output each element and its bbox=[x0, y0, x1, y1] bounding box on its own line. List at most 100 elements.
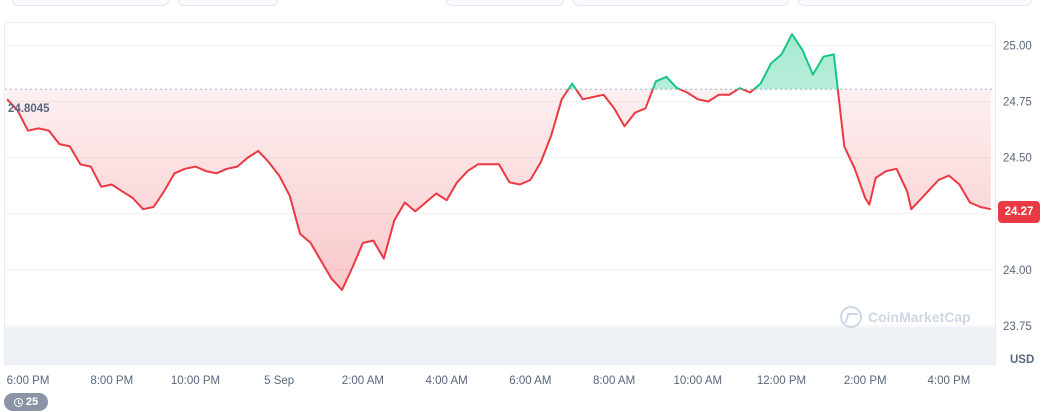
data-point bbox=[121, 191, 123, 193]
data-point bbox=[990, 208, 992, 210]
data-point bbox=[844, 146, 846, 148]
history-badge[interactable]: 25 bbox=[4, 393, 48, 411]
x-tick-label: 6:00 PM bbox=[7, 375, 50, 387]
data-point bbox=[278, 175, 280, 177]
data-point bbox=[226, 168, 228, 170]
data-point bbox=[833, 54, 835, 56]
data-point bbox=[38, 128, 40, 130]
data-point bbox=[613, 108, 615, 110]
data-point bbox=[320, 260, 322, 262]
data-point bbox=[906, 191, 908, 193]
data-point bbox=[216, 173, 218, 175]
data-point bbox=[383, 258, 385, 260]
data-point bbox=[938, 179, 940, 181]
data-point bbox=[237, 166, 239, 168]
data-point bbox=[864, 197, 866, 199]
data-point bbox=[258, 150, 260, 152]
data-point bbox=[6, 99, 8, 101]
data-point bbox=[676, 87, 678, 89]
data-point bbox=[666, 76, 668, 78]
data-point bbox=[163, 191, 165, 193]
data-point bbox=[467, 170, 469, 172]
data-point bbox=[184, 168, 186, 170]
area-fill bbox=[7, 34, 991, 290]
data-point bbox=[373, 240, 375, 242]
data-point bbox=[655, 81, 657, 83]
data-point bbox=[917, 202, 919, 204]
data-point bbox=[592, 96, 594, 98]
data-point bbox=[153, 206, 155, 208]
data-point bbox=[289, 195, 291, 197]
data-point bbox=[530, 179, 532, 181]
y-tick-label: 24.00 bbox=[1003, 265, 1032, 277]
data-point bbox=[90, 166, 92, 168]
x-tick-label: 10:00 AM bbox=[673, 375, 722, 387]
volume-band bbox=[5, 327, 995, 364]
data-point bbox=[571, 83, 573, 85]
data-point bbox=[728, 94, 730, 96]
data-point bbox=[969, 202, 971, 204]
data-point bbox=[980, 206, 982, 208]
data-point bbox=[331, 278, 333, 280]
area-fill-below bbox=[7, 89, 991, 290]
data-point bbox=[414, 211, 416, 213]
current-price-tag: 24.27 bbox=[998, 201, 1040, 223]
data-point bbox=[896, 168, 898, 170]
data-point bbox=[739, 87, 741, 89]
data-point bbox=[624, 125, 626, 127]
history-count: 25 bbox=[25, 396, 39, 408]
watermark-text: CoinMarketCap bbox=[868, 309, 971, 325]
coinmarketcap-watermark: CoinMarketCap bbox=[840, 304, 971, 330]
data-point bbox=[645, 108, 647, 110]
x-tick-label: 2:00 AM bbox=[342, 375, 384, 387]
data-point bbox=[770, 63, 772, 65]
x-tick-label: 12:00 PM bbox=[757, 375, 806, 387]
price-line-below bbox=[6, 89, 992, 291]
x-tick-label: 5 Sep bbox=[264, 375, 294, 387]
data-point bbox=[142, 208, 144, 210]
x-axis: 6:00 PM 8:00 PM 10:00 PM 5 Sep 2:00 AM 4:00 A… bbox=[7, 375, 971, 387]
data-point bbox=[80, 164, 82, 166]
x-tick-label: 8:00 AM bbox=[593, 375, 635, 387]
data-point bbox=[781, 54, 783, 56]
data-point bbox=[435, 193, 437, 195]
data-point bbox=[911, 208, 913, 210]
chart-frame bbox=[4, 22, 996, 365]
data-point bbox=[205, 170, 207, 172]
data-point bbox=[341, 289, 343, 291]
data-point bbox=[488, 164, 490, 166]
data-point bbox=[551, 134, 553, 136]
data-point bbox=[111, 184, 113, 186]
data-point bbox=[634, 112, 636, 114]
data-point bbox=[48, 130, 50, 132]
data-point bbox=[456, 182, 458, 184]
data-point bbox=[268, 161, 270, 163]
area-fill-above bbox=[568, 34, 838, 90]
data-point bbox=[404, 202, 406, 204]
data-point bbox=[875, 177, 877, 179]
data-point bbox=[247, 157, 249, 159]
data-point bbox=[869, 204, 871, 206]
data-point bbox=[561, 99, 563, 101]
data-point bbox=[394, 220, 396, 222]
data-point bbox=[885, 170, 887, 172]
x-tick-label: 8:00 PM bbox=[90, 375, 133, 387]
data-point bbox=[362, 242, 364, 244]
y-tick-label: 24.50 bbox=[1003, 153, 1032, 165]
data-point bbox=[425, 202, 427, 204]
y-tick-label: 25.00 bbox=[1003, 40, 1032, 52]
data-point bbox=[927, 191, 929, 193]
x-tick-label: 2:00 PM bbox=[844, 375, 887, 387]
data-point bbox=[477, 164, 479, 166]
y-tick-label: 24.75 bbox=[1003, 97, 1032, 109]
data-point bbox=[299, 233, 301, 235]
data-point bbox=[540, 161, 542, 163]
data-point bbox=[603, 94, 605, 96]
data-point bbox=[59, 143, 61, 145]
currency-label: USD bbox=[1010, 354, 1035, 366]
data-point bbox=[749, 92, 751, 94]
x-tick-label: 10:00 PM bbox=[171, 375, 220, 387]
x-tick-label: 4:00 AM bbox=[426, 375, 468, 387]
data-point bbox=[854, 168, 856, 170]
